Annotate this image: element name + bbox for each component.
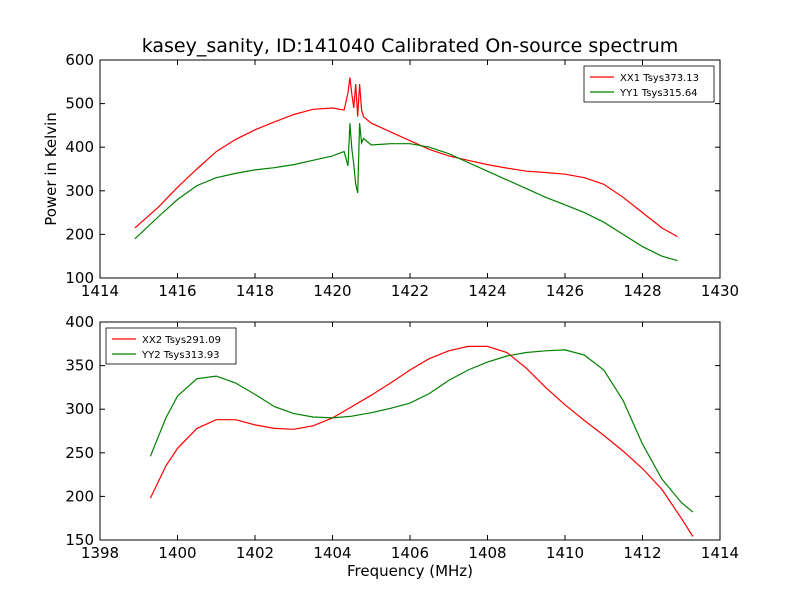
x-tick-label-1-5: 1408 [468, 544, 506, 562]
y-axis-label-0: Power in Kelvin [42, 112, 60, 226]
y-tick-label-1-2: 250 [65, 444, 94, 462]
legend-label-1-1: YY2 Tsys313.93 [141, 350, 220, 361]
series-line-1-1 [149, 349, 694, 513]
x-tick-label-1-4: 1406 [391, 544, 429, 562]
y-tick-label-1-0: 150 [65, 531, 94, 549]
x-axis-label-1: Frequency (MHz) [347, 562, 473, 580]
y-tick-label-0-5: 600 [65, 51, 94, 69]
y-tick-label-1-4: 350 [65, 357, 94, 375]
legend-label-0-0: XX1 Tsys373.13 [620, 73, 699, 84]
y-tick-label-1-3: 300 [65, 400, 94, 418]
series-line-1-0 [149, 345, 694, 537]
x-tick-label-0-8: 1430 [701, 282, 739, 300]
y-tick-label-0-0: 100 [65, 269, 94, 287]
bottom-plot: 1398 1400 1402 1404 1406 1408 1410 1412 1414 150 2… [65, 313, 739, 580]
x-tick-label-1-6: 1410 [546, 544, 584, 562]
y-tick-label-0-1: 200 [65, 225, 94, 243]
x-tick-label-0-4: 1422 [391, 282, 429, 300]
x-tick-label-0-5: 1424 [468, 282, 506, 300]
legend-label-1-0: XX2 Tsys291.09 [142, 335, 221, 346]
x-tick-label-1-7: 1412 [623, 544, 661, 562]
x-tick-label-0-1: 1416 [158, 282, 196, 300]
y-tick-label-0-2: 300 [65, 182, 94, 200]
x-tick-label-1-1: 1400 [158, 544, 196, 562]
x-tick-label-1-2: 1402 [236, 544, 274, 562]
series-line-0-1 [134, 123, 678, 262]
y-tick-label-0-3: 400 [65, 138, 94, 156]
x-tick-label-0-2: 1418 [236, 282, 274, 300]
x-tick-label-0-3: 1420 [313, 282, 351, 300]
legend-box-0 [583, 65, 715, 103]
x-tick-label-0-7: 1428 [623, 282, 661, 300]
y-tick-label-0-4: 500 [65, 95, 94, 113]
top-plot: 1414 1416 1418 1420 1422 1424 1426 1428 1430 100 2… [42, 51, 739, 300]
x-tick-label-1-0: 1398 [81, 544, 119, 562]
legend-label-0-1: YY1 Tsys315.64 [619, 88, 698, 99]
series-line-0-0 [134, 77, 678, 238]
x-tick-label-0-6: 1426 [546, 282, 584, 300]
x-tick-label-0-0: 1414 [81, 282, 119, 300]
y-tick-label-1-1: 200 [65, 487, 94, 505]
x-tick-label-1-3: 1404 [313, 544, 351, 562]
y-tick-label-1-5: 400 [65, 313, 94, 331]
chart-title: kasey_sanity, ID:141040 Calibrated On-so… [142, 35, 679, 57]
x-tick-label-1-8: 1414 [701, 544, 739, 562]
legend-box-1 [105, 327, 237, 365]
